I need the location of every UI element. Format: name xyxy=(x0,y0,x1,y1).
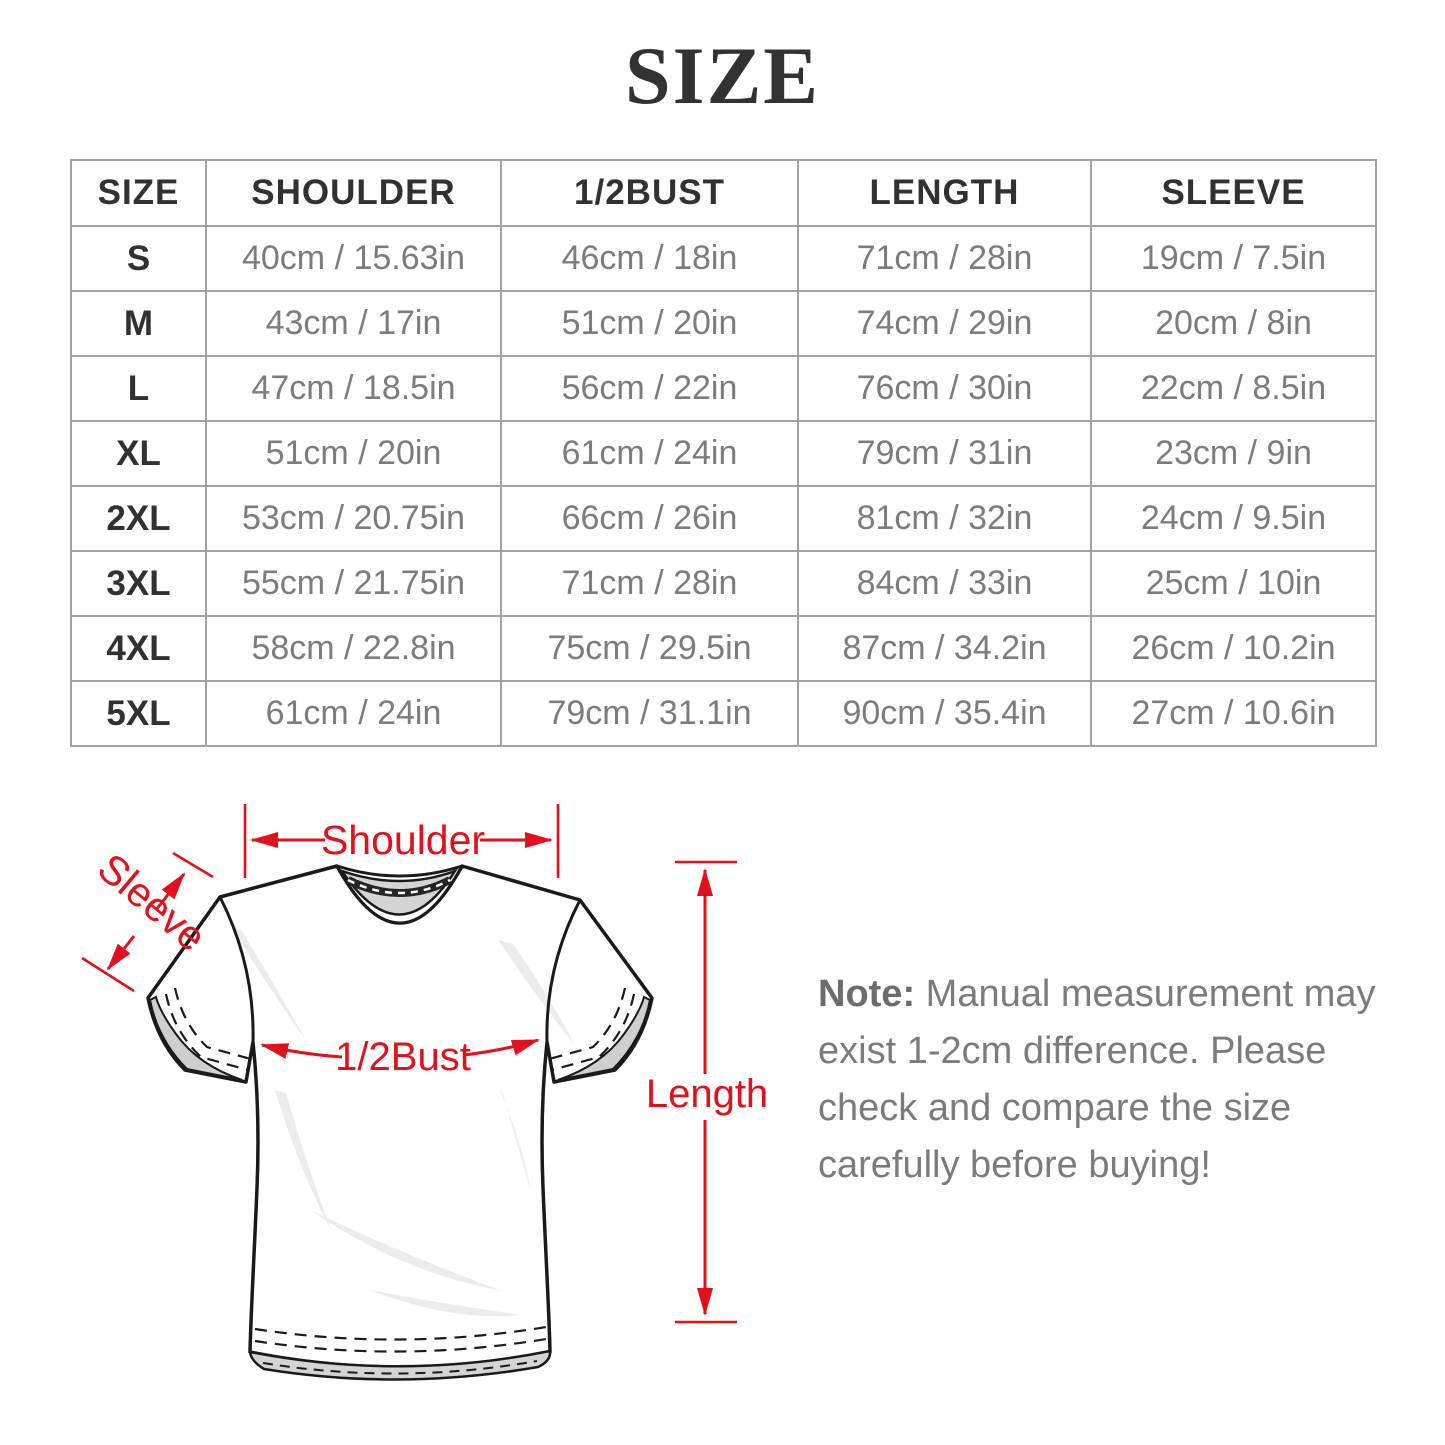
size-row-l: L 47cm / 18.5in 56cm / 22in 76cm / 30in 22cm… xyxy=(70,355,1377,422)
size-row-4xl: 4XL 58cm / 22.8in 75cm / 29.5in 87cm / 34.2… xyxy=(70,615,1377,682)
measurement-cell: 71cm / 28in xyxy=(797,225,1092,292)
wrinkle-shade xyxy=(498,940,575,1045)
left-cuff-underside xyxy=(148,995,243,1081)
measurement-cell: 26cm / 10.2in xyxy=(1090,615,1377,682)
measurement-cell: 58cm / 22.8in xyxy=(205,615,502,682)
measurement-cell: 23cm / 9in xyxy=(1090,420,1377,487)
size-row-5xl: 5XL 61cm / 24in 79cm / 31.1in 90cm / 35.4in… xyxy=(70,680,1377,747)
measurement-cell: 22cm / 8.5in xyxy=(1090,355,1377,422)
right-cuff-stitch xyxy=(548,987,627,1061)
measurement-cell: 79cm / 31in xyxy=(797,420,1092,487)
measurement-cell: 51cm / 20in xyxy=(205,420,502,487)
note-line: carefully before buying! xyxy=(818,1144,1211,1186)
dimension-tick xyxy=(81,956,135,993)
measurement-cell: 74cm / 29in xyxy=(797,290,1092,357)
size-label-cell: 2XL xyxy=(70,485,207,552)
left-cuff-stitch xyxy=(173,987,252,1061)
measurement-cell: 87cm / 34.2in xyxy=(797,615,1092,682)
note-line: Note: Manual measurement may xyxy=(818,973,1376,1015)
left-armhole-seam xyxy=(218,896,255,1043)
measurement-cell: 19cm / 7.5in xyxy=(1090,225,1377,292)
bust-dimension-arrow: 1/2Bust xyxy=(260,1035,540,1079)
measurement-cell: 61cm / 24in xyxy=(500,420,799,487)
length-label: Length xyxy=(646,1072,768,1116)
size-row-2xl: 2XL 53cm / 20.75in 66cm / 26in 81cm / 32in 2… xyxy=(70,485,1377,552)
measurement-note: Note: Manual measurement may exist 1-2cm… xyxy=(818,966,1376,1194)
measurement-cell: 25cm / 10in xyxy=(1090,550,1377,617)
column-header-1-2bust: 1/2BUST xyxy=(500,159,799,227)
size-table-header: SIZE SHOULDER 1/2BUST LENGTH SLEEVE xyxy=(70,159,1377,227)
right-cuff-underside xyxy=(557,995,652,1081)
right-armhole-seam xyxy=(545,899,582,1043)
dimension-arrow xyxy=(154,872,186,911)
size-row-s: S 40cm / 15.63in 46cm / 18in 71cm / 28in 19c… xyxy=(70,225,1377,292)
size-table-body: S 40cm / 15.63in 46cm / 18in 71cm / 28in 19c… xyxy=(70,225,1377,747)
shoulder-label: Shoulder xyxy=(321,817,485,863)
column-header-shoulder: SHOULDER xyxy=(205,159,502,227)
column-header-length: LENGTH xyxy=(797,159,1092,227)
tshirt-graphic xyxy=(146,864,654,1381)
tshirt-body-outline xyxy=(146,864,654,1369)
measurement-cell: 43cm / 17in xyxy=(205,290,502,357)
measurement-cell: 20cm / 8in xyxy=(1090,290,1377,357)
dimension-arrow xyxy=(463,1038,540,1057)
measurement-cell: 90cm / 35.4in xyxy=(797,680,1092,747)
shoulder-dimension-arrow: Shoulder xyxy=(243,804,560,878)
note-line: exist 1-2cm difference. Please xyxy=(818,1030,1327,1072)
wrinkle-shade xyxy=(370,1290,522,1317)
measurement-cell: 76cm / 30in xyxy=(797,355,1092,422)
wrinkle-shade xyxy=(275,1090,332,1232)
length-dimension-arrow: Length xyxy=(646,860,768,1324)
measurement-cell: 84cm / 33in xyxy=(797,550,1092,617)
tshirt-measurement-diagram: Shoulder Sleeve 1/2Bust Length xyxy=(81,804,768,1381)
page-title: SIZE xyxy=(625,30,820,121)
measurement-cell: 40cm / 15.63in xyxy=(205,225,502,292)
measurement-cell: 61cm / 24in xyxy=(205,680,502,747)
column-header-sleeve: SLEEVE xyxy=(1090,159,1377,227)
left-cuff-stitch xyxy=(164,993,249,1072)
size-row-m: M 43cm / 17in 51cm / 20in 74cm / 29in 20cm /… xyxy=(70,290,1377,357)
measurement-cell: 56cm / 22in xyxy=(500,355,799,422)
size-label-cell: S xyxy=(70,225,207,292)
column-header-size: SIZE xyxy=(70,159,207,227)
measurement-cell: 27cm / 10.6in xyxy=(1090,680,1377,747)
note-line: check and compare the size xyxy=(818,1087,1292,1129)
measurement-cell: 47cm / 18.5in xyxy=(205,355,502,422)
note-label: Note: xyxy=(818,973,916,1015)
hem-stitch xyxy=(254,1337,547,1353)
size-table: SIZE SHOULDER 1/2BUST LENGTH SLEEVE S 40cm / … xyxy=(70,159,1377,747)
size-label-cell: L xyxy=(70,355,207,422)
half-bust-label: 1/2Bust xyxy=(335,1035,471,1079)
hem-stitch xyxy=(254,1325,547,1341)
size-row-xl: XL 51cm / 20in 61cm / 24in 79cm / 31in 23cm … xyxy=(70,420,1377,487)
size-label-cell: 5XL xyxy=(70,680,207,747)
measurement-cell: 79cm / 31.1in xyxy=(500,680,799,747)
measurement-cell: 24cm / 9.5in xyxy=(1090,485,1377,552)
measurement-cell: 71cm / 28in xyxy=(500,550,799,617)
header-row: SIZE SHOULDER 1/2BUST LENGTH SLEEVE xyxy=(70,159,1377,227)
measurement-cell: 81cm / 32in xyxy=(797,485,1092,552)
dimension-arrow xyxy=(260,1043,343,1059)
size-label-cell: 4XL xyxy=(70,615,207,682)
sleeve-label: Sleeve xyxy=(89,844,215,960)
measurement-cell: 55cm / 21.75in xyxy=(205,550,502,617)
size-label-cell: M xyxy=(70,290,207,357)
measurement-cell: 46cm / 18in xyxy=(500,225,799,292)
hem-underside xyxy=(248,1349,552,1381)
measurement-cell: 75cm / 29.5in xyxy=(500,615,799,682)
right-cuff-stitch xyxy=(551,993,636,1072)
measurement-cell: 53cm / 20.75in xyxy=(205,485,502,552)
size-label-cell: XL xyxy=(70,420,207,487)
collar-stitch-dashes xyxy=(347,878,451,895)
hem-band-stitch xyxy=(262,1360,538,1375)
measurement-cell: 66cm / 26in xyxy=(500,485,799,552)
wrinkle-shade xyxy=(230,925,306,1040)
size-row-3xl: 3XL 55cm / 21.75in 71cm / 28in 84cm / 33in 2… xyxy=(70,550,1377,617)
dimension-arrow xyxy=(106,935,136,971)
measurement-cell: 51cm / 20in xyxy=(500,290,799,357)
size-label-cell: 3XL xyxy=(70,550,207,617)
dimension-tick xyxy=(172,851,214,879)
